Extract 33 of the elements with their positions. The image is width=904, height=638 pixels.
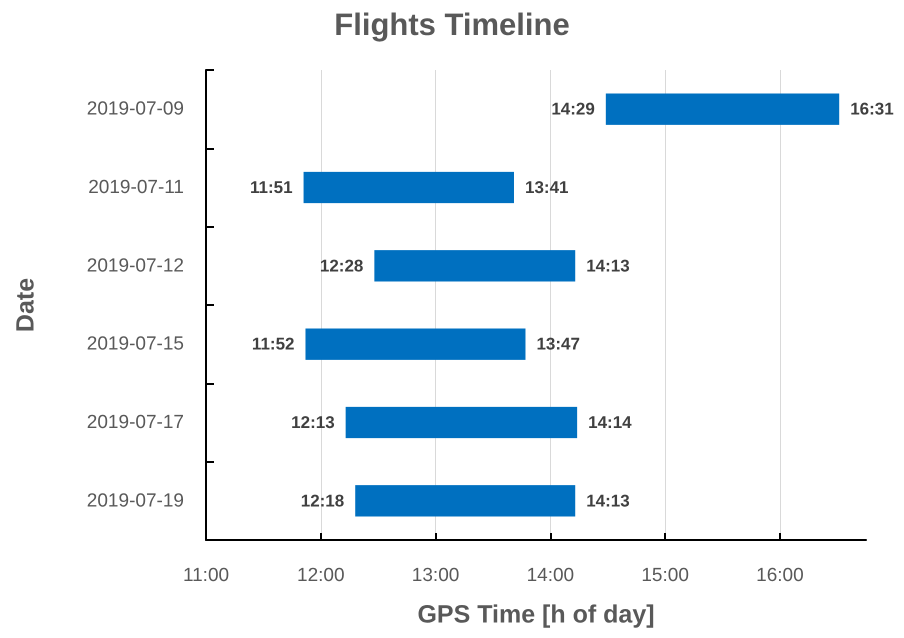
annotation: 12:28 (320, 256, 364, 276)
x-tick-label: 12:00 (297, 565, 345, 586)
x-tick-label: 16:00 (756, 565, 804, 586)
annotation: 14:29 (551, 100, 595, 119)
x-tick-label: 15:00 (641, 565, 689, 586)
annotation: 11:52 (252, 334, 294, 354)
x-axis-title: GPS Time [h of day] (417, 600, 655, 628)
y-axis-title: Date (12, 278, 40, 332)
annotation: 12:18 (300, 491, 344, 510)
y-tick-label: 2019-07-17 (86, 412, 184, 433)
annotation: 14:13 (586, 256, 630, 276)
bar (304, 172, 514, 204)
x-tick-label: 11:00 (182, 565, 230, 586)
annotation: 13:47 (536, 334, 580, 354)
y-tick-label: 2019-07-15 (86, 334, 184, 355)
y-tick-label: 2019-07-09 (86, 98, 184, 120)
x-tick-label: 13:00 (412, 565, 460, 586)
annotation: 13:41 (524, 178, 568, 197)
y-tick-label: 2019-07-19 (86, 490, 184, 512)
annotation: 14:13 (586, 491, 630, 510)
bar (606, 94, 840, 125)
y-tick-label: 2019-07-11 (88, 177, 184, 198)
bar (305, 328, 526, 360)
annotation: 14:14 (588, 413, 632, 432)
chart-title: Flights Timeline (334, 7, 570, 42)
annotation: 11:51 (250, 178, 293, 197)
y-tick-label: 2019-07-12 (86, 255, 184, 276)
x-tick-label: 14:00 (526, 565, 574, 586)
bar (355, 485, 576, 516)
bar (374, 250, 576, 282)
annotation: 12:13 (291, 413, 335, 432)
annotation: 16:31 (850, 100, 894, 119)
bar (346, 406, 578, 438)
